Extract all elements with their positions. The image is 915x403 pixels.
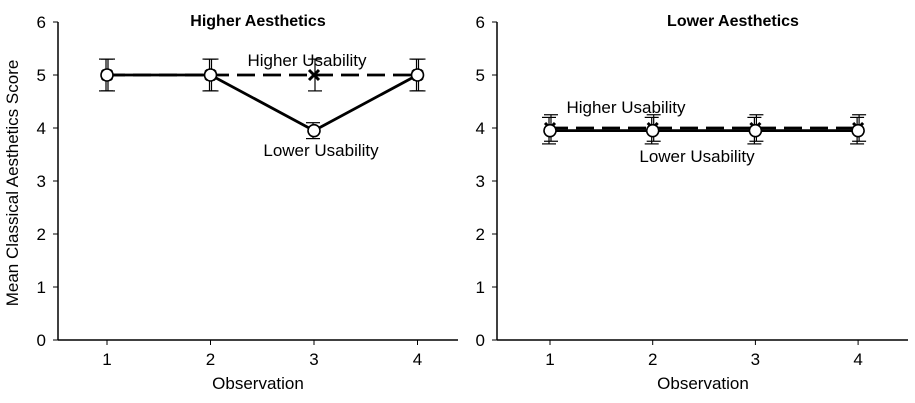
x-tick-label: 4	[853, 350, 862, 369]
x-tick-label: 1	[102, 350, 111, 369]
data-point	[645, 123, 660, 138]
x-tick-label: 2	[206, 350, 215, 369]
chart-title: Lower Aesthetics	[667, 13, 799, 30]
data-point	[100, 68, 114, 82]
data-point	[410, 68, 425, 82]
x-tick-label: 2	[648, 350, 657, 369]
series-lower-usability: Lower Usability	[542, 116, 865, 166]
y-tick-label: 2	[476, 225, 485, 244]
data-point	[307, 68, 321, 82]
y-tick-label: 2	[37, 225, 46, 244]
x-axis-label: Observation	[212, 374, 304, 393]
y-tick-label: 3	[476, 172, 485, 191]
y-tick-label: 5	[476, 66, 485, 85]
chart-title: Higher Aesthetics	[190, 13, 326, 30]
data-point	[543, 123, 557, 138]
x-tick-label: 4	[413, 350, 422, 369]
y-axis-label: Mean Classical Aesthetics Score	[3, 60, 22, 307]
series-line	[107, 73, 419, 133]
y-tick-label: 1	[37, 278, 46, 297]
series-higher-usability: Higher Usability	[100, 51, 426, 92]
panel-higher-aesthetics: Higher Aesthetics Observation 0 1 2 3 4 5 6 1 2 3…	[37, 13, 458, 393]
data-point	[307, 123, 321, 138]
y-tick-label: 0	[476, 331, 485, 350]
series-label: Higher Usability	[566, 98, 686, 117]
y-tick-label: 4	[476, 119, 485, 138]
x-tick-label: 3	[751, 350, 760, 369]
series-label: Lower Usability	[639, 147, 755, 166]
y-tick-label: 6	[476, 13, 485, 32]
series-label: Lower Usability	[263, 141, 379, 160]
y-tick-label: 3	[37, 172, 46, 191]
series-higher-usability: Higher Usability	[543, 98, 867, 142]
data-point	[748, 123, 763, 138]
y-tick-label: 4	[37, 119, 46, 138]
y-tick-label: 1	[476, 278, 485, 297]
y-tick-label: 6	[37, 13, 46, 32]
series-lower-usability: Lower Usability	[99, 58, 425, 160]
y-tick-label: 0	[37, 331, 46, 350]
x-axis-label: Observation	[657, 374, 749, 393]
panel-lower-aesthetics: Lower Aesthetics Observation 0 1 2 3 4 5 6 1 2 3 4…	[476, 13, 908, 393]
y-tick-label: 5	[37, 66, 46, 85]
data-point	[851, 123, 865, 138]
x-tick-label: 3	[309, 350, 318, 369]
x-tick-label: 1	[545, 350, 554, 369]
series-label: Higher Usability	[247, 51, 367, 70]
data-point	[203, 68, 218, 82]
